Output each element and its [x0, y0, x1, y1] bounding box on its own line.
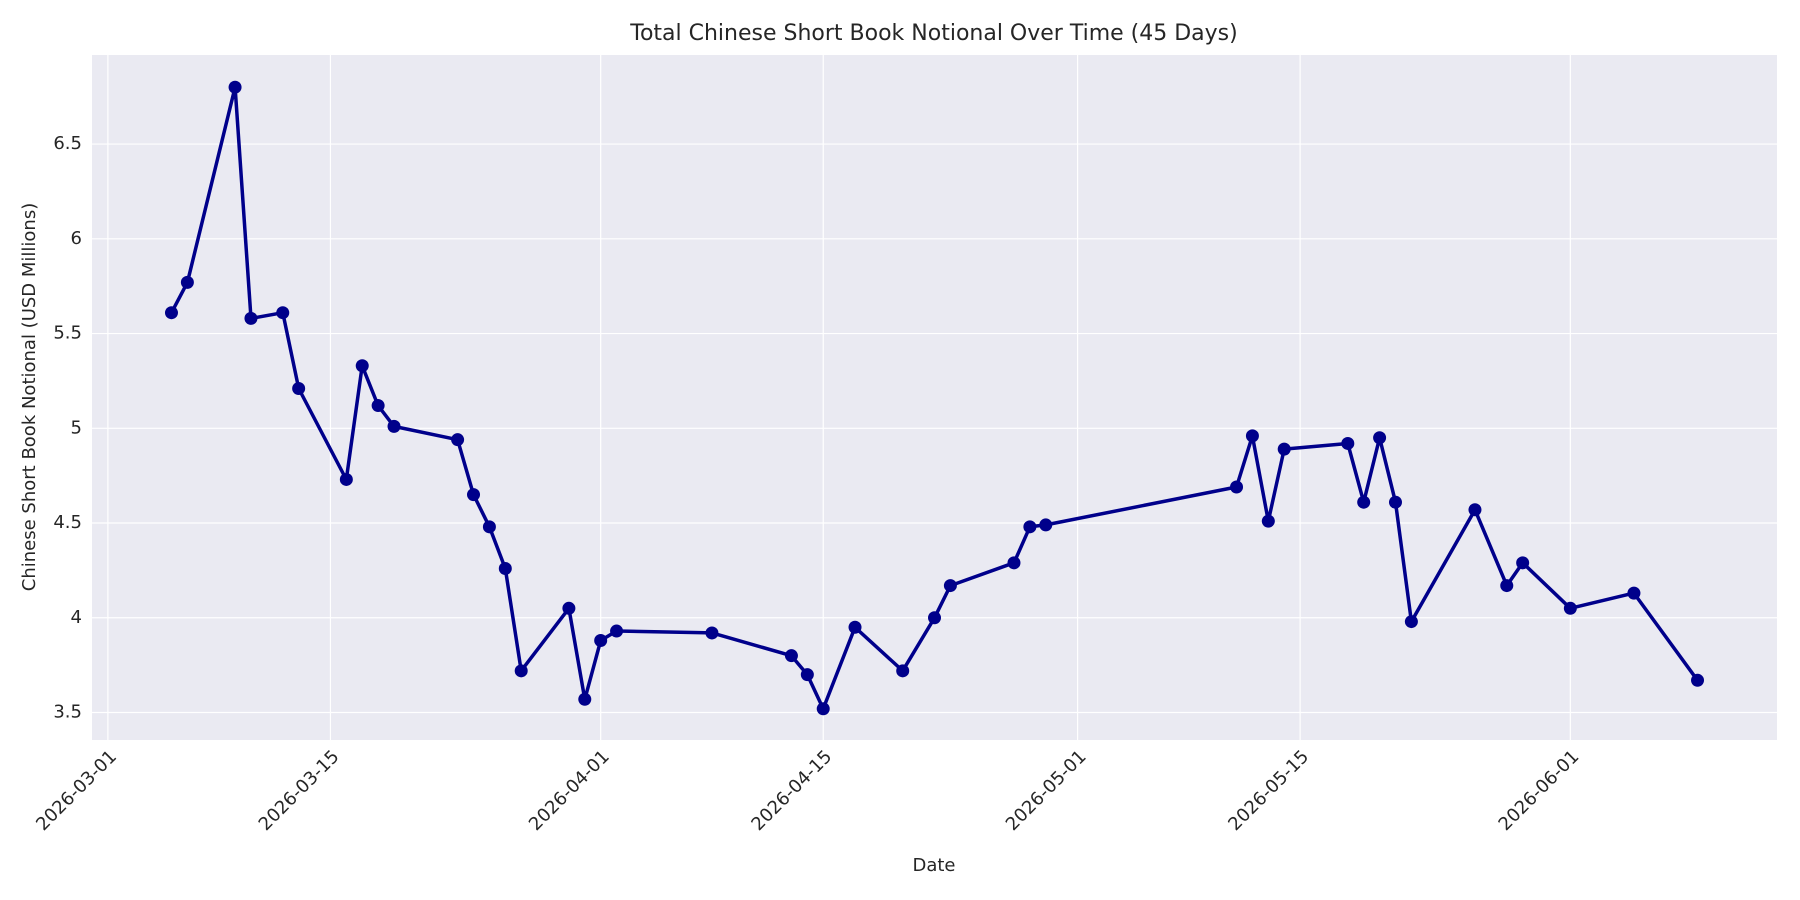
data-point: [896, 664, 910, 678]
data-point: [848, 620, 862, 634]
y-tick-label: 6: [71, 228, 82, 249]
data-point: [1277, 442, 1291, 456]
x-tick-label: 2026-04-01: [525, 746, 614, 835]
data-point: [1627, 586, 1641, 600]
data-point: [498, 562, 512, 576]
data-point: [1039, 518, 1053, 532]
y-tick-label: 3.5: [53, 702, 82, 723]
data-point: [1373, 431, 1387, 445]
data-point: [292, 381, 306, 395]
x-tick-label: 2026-03-15: [255, 746, 344, 835]
data-point: [164, 306, 178, 320]
data-point: [1023, 520, 1037, 534]
y-tick-label: 4: [71, 607, 82, 628]
data-point: [1357, 495, 1371, 509]
data-point: [578, 692, 592, 706]
data-point: [1516, 556, 1530, 570]
data-point: [1230, 480, 1244, 494]
plot-area: [92, 55, 1777, 740]
x-tick-label: 2026-05-15: [1224, 746, 1313, 835]
data-point: [705, 626, 719, 640]
data-point: [800, 668, 814, 682]
x-tick-label: 2026-03-01: [32, 746, 121, 835]
y-axis-label: Chinese Short Book Notional (USD Million…: [19, 203, 40, 591]
data-point: [943, 579, 957, 593]
data-point: [610, 624, 624, 638]
data-point: [1007, 556, 1021, 570]
data-point: [816, 702, 830, 716]
data-point: [1563, 601, 1577, 615]
data-point: [784, 649, 798, 663]
x-axis-label: Date: [912, 855, 955, 876]
data-point: [339, 472, 353, 486]
data-point: [482, 520, 496, 534]
y-tick-label: 4.5: [53, 512, 82, 533]
data-point: [1500, 579, 1514, 593]
data-point: [514, 664, 528, 678]
data-point: [1388, 495, 1402, 509]
y-tick-label: 5.5: [53, 323, 82, 344]
data-point: [467, 488, 481, 502]
data-point: [355, 359, 369, 373]
data-point: [928, 611, 941, 625]
x-tick-label: 2026-04-15: [747, 746, 836, 835]
data-point: [1691, 673, 1705, 687]
data-point: [1245, 429, 1259, 443]
data-point: [276, 306, 290, 320]
data-point: [244, 311, 258, 325]
data-point: [1341, 436, 1355, 450]
data-point: [180, 275, 194, 289]
y-tick-label: 5: [71, 417, 82, 438]
data-point: [594, 634, 608, 648]
data-point: [451, 433, 465, 447]
data-point: [228, 80, 242, 94]
data-point: [1261, 514, 1275, 528]
data-point: [1404, 615, 1418, 629]
x-tick-label: 2026-06-01: [1495, 746, 1584, 835]
data-point: [562, 601, 576, 615]
x-tick-label: 2026-05-01: [1002, 746, 1091, 835]
y-tick-label: 6.5: [53, 133, 82, 154]
data-point: [371, 399, 385, 413]
data-point: [387, 419, 401, 433]
data-point: [1468, 503, 1482, 517]
chart-title: Total Chinese Short Book Notional Over T…: [629, 21, 1237, 46]
